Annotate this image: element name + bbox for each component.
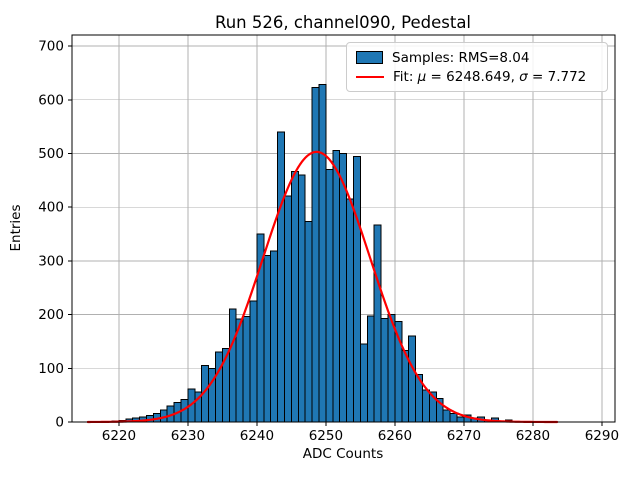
histogram-bar [456, 416, 465, 423]
histogram-bar [422, 389, 430, 423]
histogram-bar [242, 316, 251, 423]
histogram-bar [249, 300, 258, 423]
histogram-bar [325, 169, 334, 423]
histogram-bar [359, 343, 368, 423]
histogram-bar [366, 315, 375, 423]
histogram-bar [332, 149, 341, 423]
samples-label: Samples: RMS=8.04 [392, 49, 530, 66]
legend-entry-fit: Fit: μ = 6248.649, σ = 7.772 [356, 68, 599, 88]
histogram-bar [277, 131, 286, 423]
x-tick-label: 6270 [447, 428, 481, 444]
fit-label: Fit: μ = 6248.649, σ = 7.772 [393, 69, 587, 86]
x-tick-label: 6250 [309, 428, 343, 444]
legend: Samples: RMS=8.04 Fit: μ = 6248.649, σ =… [346, 42, 608, 92]
histogram-bar [263, 255, 272, 423]
y-tick-label: 700 [38, 39, 64, 55]
histogram-bar [449, 412, 458, 423]
histogram-bar [353, 156, 361, 423]
histogram-bar [284, 195, 292, 423]
histogram-bar [408, 335, 417, 423]
y-tick-label: 200 [38, 307, 64, 323]
histogram-bar [311, 86, 320, 423]
histogram-bar [215, 351, 223, 423]
histogram-bar [387, 314, 396, 423]
x-tick-label: 6290 [585, 428, 619, 444]
y-tick-label: 300 [38, 253, 64, 269]
x-axis-label: ADC Counts [303, 446, 383, 462]
histogram-bar [290, 171, 299, 423]
histogram-bar [401, 350, 410, 423]
chart-title: Run 526, channel090, Pedestal [215, 13, 471, 32]
samples-swatch-icon [356, 51, 383, 65]
histogram-bar [304, 221, 313, 423]
histogram-bar [339, 152, 348, 423]
x-tick-labels: 6220 6230 6240 6250 6260 6270 6280 6290 [102, 428, 619, 444]
axes-spines [71, 34, 616, 423]
x-tick-label: 6230 [171, 428, 205, 444]
histogram-bar [318, 84, 327, 423]
y-tick-labels: 0 100 200 300 400 500 600 700 [38, 39, 64, 431]
y-tick-label: 400 [38, 200, 64, 216]
histogram-bar [380, 317, 389, 423]
histogram-bar [346, 198, 355, 423]
axis-ticks [68, 45, 603, 426]
x-tick-label: 6240 [240, 428, 274, 444]
fit-line-swatch-icon [356, 76, 384, 79]
histogram-bar [270, 250, 279, 423]
y-tick-label: 500 [38, 146, 64, 162]
y-axis-label: Entries [8, 204, 24, 251]
histogram-bar [373, 224, 382, 423]
histogram-bar [228, 308, 237, 423]
y-tick-label: 100 [38, 361, 64, 377]
gaussian-fit-line [86, 150, 559, 424]
legend-entry-samples: Samples: RMS=8.04 [356, 48, 599, 68]
y-tick-label: 600 [38, 92, 64, 108]
histogram-bar [442, 409, 451, 423]
x-tick-label: 6280 [516, 428, 550, 444]
y-tick-label: 0 [55, 415, 64, 431]
x-tick-label: 6260 [378, 428, 412, 444]
histogram-bar [297, 174, 306, 423]
x-tick-label: 6220 [102, 428, 136, 444]
histogram-bars [104, 84, 513, 423]
